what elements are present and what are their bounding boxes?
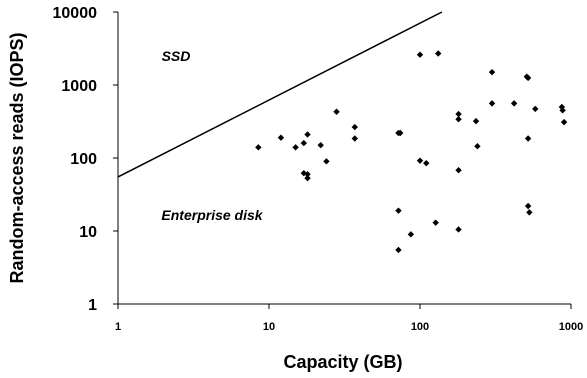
data-point bbox=[292, 144, 299, 151]
data-point bbox=[510, 100, 518, 107]
data-point bbox=[333, 108, 340, 115]
y-tick-label: 1000 bbox=[61, 78, 97, 95]
data-point bbox=[532, 105, 539, 113]
region-label-ssd: SSD bbox=[162, 48, 191, 64]
region-label-enterprise-disk: Enterprise disk bbox=[161, 207, 263, 223]
data-point bbox=[255, 144, 262, 151]
data-point bbox=[560, 118, 568, 126]
data-points bbox=[255, 50, 568, 254]
data-point bbox=[455, 167, 462, 174]
data-point bbox=[351, 135, 358, 142]
data-point bbox=[304, 174, 311, 182]
data-point bbox=[416, 51, 424, 58]
data-point bbox=[395, 246, 402, 254]
boundary-line-series bbox=[117, 11, 443, 178]
x-tick-label: 100 bbox=[411, 321, 429, 333]
data-point bbox=[472, 117, 480, 125]
boundary-line bbox=[117, 11, 443, 178]
data-point bbox=[397, 129, 404, 137]
data-point bbox=[524, 202, 532, 210]
data-point bbox=[455, 226, 462, 233]
y-tick-label: 1 bbox=[88, 297, 97, 314]
data-point bbox=[432, 219, 439, 226]
tick-labels: 1 10 100 1000 1 10 100 1000 10000 bbox=[53, 5, 584, 333]
data-point bbox=[416, 157, 424, 164]
data-point bbox=[277, 134, 285, 141]
y-tick-label: 10 bbox=[79, 224, 97, 241]
data-point bbox=[304, 170, 311, 178]
data-point bbox=[300, 139, 307, 147]
data-point bbox=[488, 68, 496, 76]
y-axis-title: Random-access reads (IOPS) bbox=[7, 32, 27, 283]
data-point bbox=[317, 141, 324, 149]
data-point bbox=[524, 74, 532, 82]
data-point bbox=[488, 100, 496, 107]
data-point bbox=[559, 107, 566, 114]
data-point bbox=[407, 231, 415, 238]
data-point bbox=[351, 123, 358, 131]
x-tick-label: 1000 bbox=[559, 321, 583, 333]
data-point bbox=[455, 116, 462, 123]
axes bbox=[113, 11, 572, 309]
y-tick-label: 10000 bbox=[53, 5, 98, 22]
data-point bbox=[526, 209, 533, 216]
x-axis-title: Capacity (GB) bbox=[283, 352, 402, 372]
data-point bbox=[474, 143, 481, 150]
data-point bbox=[304, 131, 311, 138]
x-tick-label: 10 bbox=[263, 321, 275, 333]
y-tick-label: 100 bbox=[70, 151, 97, 168]
data-point bbox=[423, 159, 430, 167]
data-point bbox=[524, 135, 532, 142]
x-tick-label: 1 bbox=[115, 321, 121, 333]
data-point bbox=[323, 158, 330, 165]
data-point bbox=[395, 207, 402, 214]
data-point bbox=[435, 50, 442, 57]
data-point bbox=[455, 110, 462, 118]
